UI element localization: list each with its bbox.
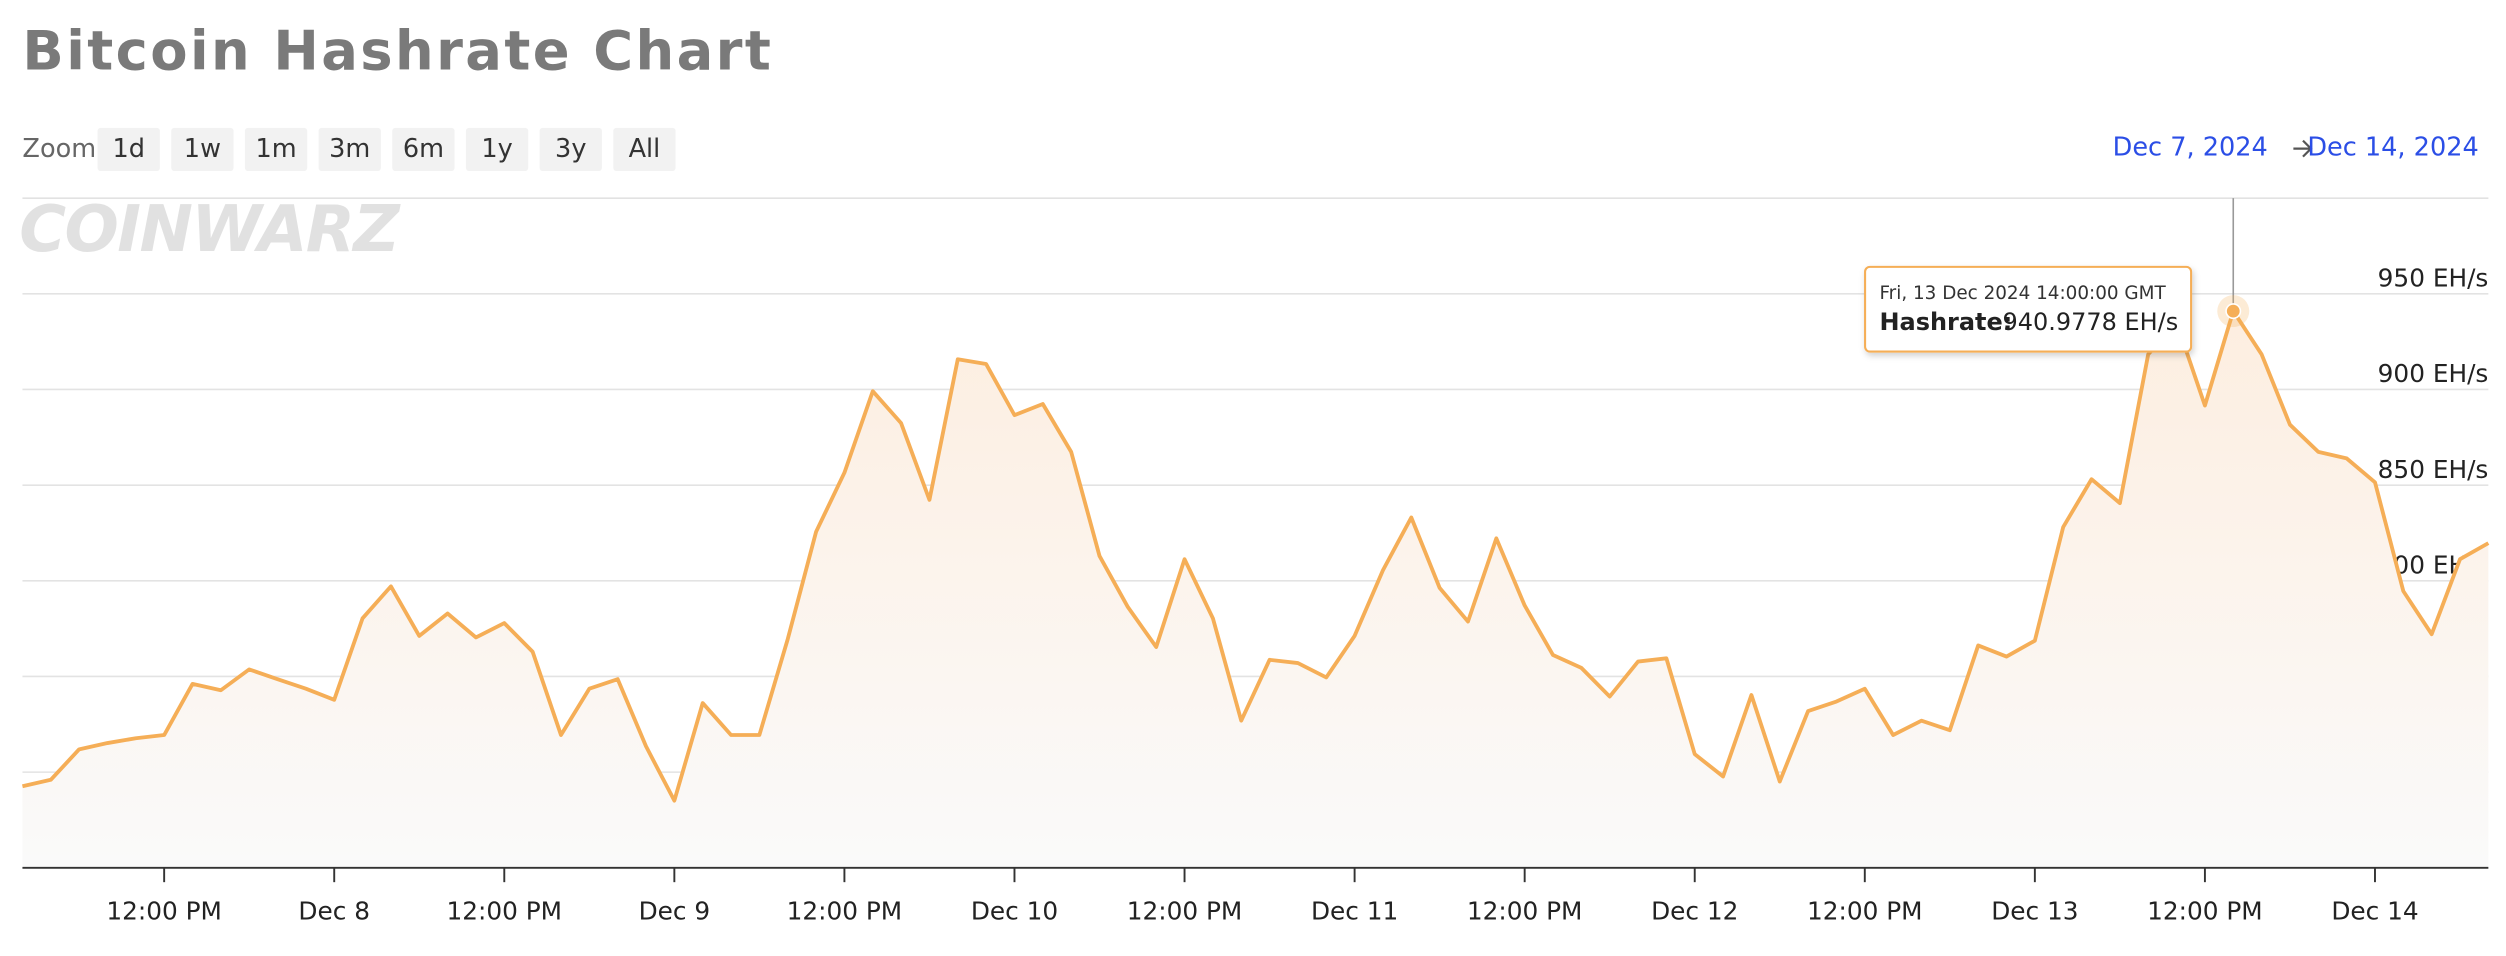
zoom-button-label[interactable]: 1m [255, 134, 296, 164]
zoom-button-bg [392, 127, 455, 171]
zoom-button[interactable]: 3y [539, 127, 602, 171]
zoom-button-label[interactable]: All [629, 134, 661, 164]
series-line [22, 309, 2490, 803]
y-tick-label: 950 EH/s [2378, 263, 2489, 292]
zoom-button[interactable]: 1y [465, 127, 529, 171]
x-tick-label: 12:00 PM [1467, 897, 1583, 926]
area-fill [22, 311, 2489, 868]
tooltip-value: 940.9778 EH/s [2003, 308, 2179, 336]
zoom-button-label[interactable]: 1w [184, 134, 221, 164]
zoom-label: Zoom [22, 134, 96, 164]
tooltip-date: Fri, 13 Dec 2024 14:00:00 GMT [1879, 283, 2166, 304]
watermark: COINWARZ [19, 193, 401, 267]
hover-point [2225, 303, 2242, 320]
zoom-button-bg [97, 127, 160, 171]
zoom-button-label[interactable]: 3y [555, 134, 586, 164]
x-tick-label: Dec 11 [1311, 897, 1398, 926]
x-tick-label: Dec 14 [2331, 897, 2418, 926]
x-tick-label: 12:00 PM [2147, 897, 2263, 926]
zoom-button[interactable]: All [613, 127, 676, 171]
zoom-button[interactable]: 3m [318, 127, 381, 171]
range-from[interactable]: Dec 7, 2024 [2113, 133, 2268, 163]
zoom-button-bg [318, 127, 381, 171]
x-tick-label: Dec 10 [971, 897, 1058, 926]
x-tick-label: Dec 9 [639, 897, 711, 926]
x-tick-label: Dec 12 [1651, 897, 1738, 926]
x-tick-label: 12:00 PM [1127, 897, 1243, 926]
zoom-button-bg [465, 127, 529, 171]
x-tick-label: 12:00 PM [447, 897, 563, 926]
y-tick-label: 850 EH/s [2378, 455, 2489, 484]
zoom-buttons: 1d 1w 1m 3m 6m 1y 3y All [97, 127, 676, 171]
zoom-button[interactable]: 1m [244, 127, 308, 171]
x-tick-label: 12:00 PM [787, 897, 903, 926]
zoom-button-label[interactable]: 3m [329, 134, 370, 164]
x-tick-label: Dec 8 [298, 897, 370, 926]
zoom-button-bg [539, 127, 602, 171]
tooltip-label: Hashrate: [1879, 308, 2012, 336]
zoom-button-label[interactable]: 1d [112, 134, 144, 164]
zoom-button-bg [613, 127, 676, 171]
zoom-button-bg [171, 127, 234, 171]
range-arrow [2293, 139, 2313, 158]
tooltip: Fri, 13 Dec 2024 14:00:00 GMT Hashrate:94… [1864, 265, 2193, 353]
zoom-button-label[interactable]: 1y [481, 134, 512, 164]
zoom-button-label[interactable]: 6m [403, 134, 444, 164]
x-tick-label: 12:00 PM [1807, 897, 1923, 926]
zoom-button[interactable]: 6m [392, 127, 455, 171]
zoom-button-bg [244, 127, 308, 171]
x-tick-label: 12:00 PM [106, 897, 222, 926]
range-to[interactable]: Dec 14, 2024 [2307, 133, 2478, 163]
zoom-button[interactable]: 1w [171, 127, 234, 171]
chart-title: Bitcoin Hashrate Chart [22, 19, 773, 82]
tooltip-box [1864, 265, 2193, 353]
x-tick-label: Dec 13 [1991, 897, 2078, 926]
zoom-button[interactable]: 1d [97, 127, 160, 171]
y-tick-label: 900 EH/s [2378, 359, 2489, 388]
